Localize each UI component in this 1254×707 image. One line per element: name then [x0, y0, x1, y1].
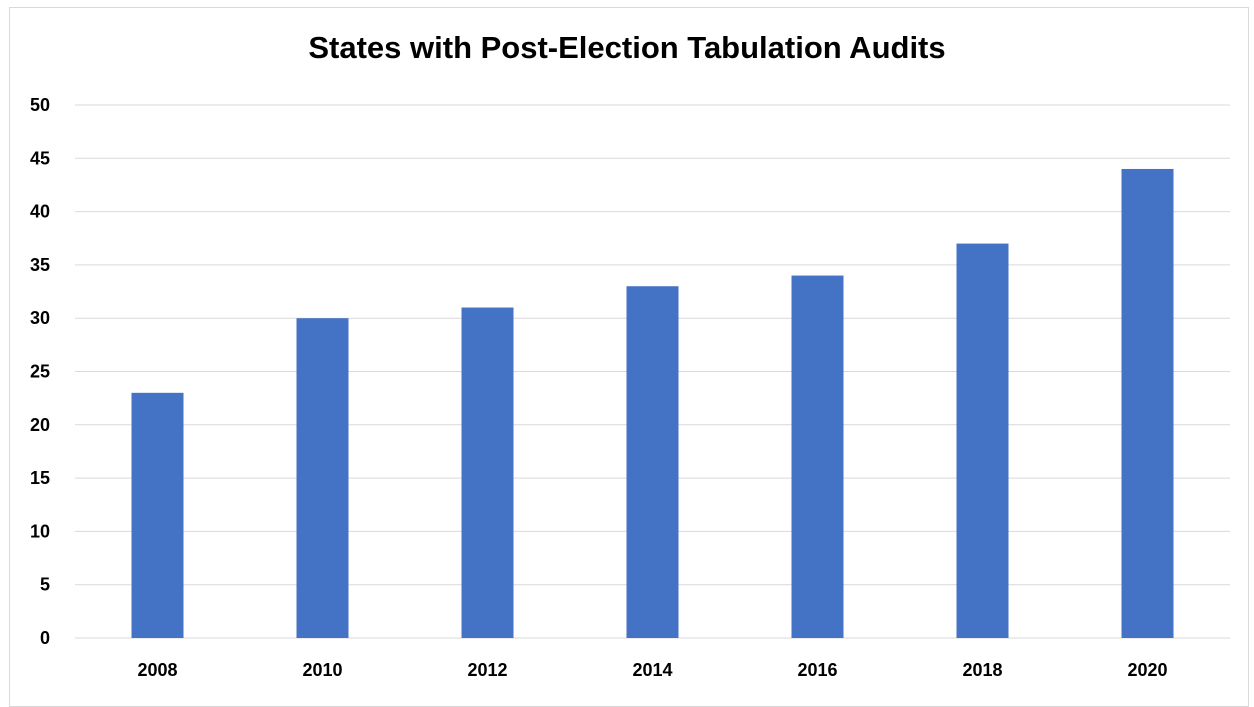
bar-2016 — [791, 275, 844, 638]
bar-2020 — [1121, 168, 1174, 638]
bar-2012 — [461, 307, 514, 638]
y-tick-label-0: 0 — [40, 628, 50, 648]
bar-2018 — [956, 243, 1009, 638]
x-tick-label-2012: 2012 — [467, 660, 507, 680]
chart-title: States with Post-Election Tabulation Aud… — [308, 30, 946, 65]
y-tick-label-45: 45 — [30, 148, 50, 168]
x-tick-label-2010: 2010 — [302, 660, 342, 680]
y-tick-label-5: 5 — [40, 575, 50, 595]
y-tick-label-20: 20 — [30, 415, 50, 435]
y-axis: 0 5 10 15 20 25 30 35 40 45 50 — [30, 95, 50, 648]
x-axis: 2008 2010 2012 2014 2016 2018 2020 — [137, 660, 1167, 680]
bar-2010 — [296, 318, 349, 638]
bar-2008 — [131, 392, 184, 638]
y-tick-label-25: 25 — [30, 362, 50, 382]
y-tick-label-10: 10 — [30, 521, 50, 541]
x-tick-label-2020: 2020 — [1127, 660, 1167, 680]
y-tick-label-35: 35 — [30, 255, 50, 275]
y-tick-label-15: 15 — [30, 468, 50, 488]
y-tick-label-30: 30 — [30, 308, 50, 328]
x-tick-label-2016: 2016 — [797, 660, 837, 680]
bar-2014 — [626, 286, 679, 638]
x-tick-label-2008: 2008 — [137, 660, 177, 680]
x-tick-label-2018: 2018 — [962, 660, 1002, 680]
x-tick-label-2014: 2014 — [632, 660, 672, 680]
y-tick-label-40: 40 — [30, 202, 50, 222]
y-tick-label-50: 50 — [30, 95, 50, 115]
bars — [131, 168, 1174, 638]
